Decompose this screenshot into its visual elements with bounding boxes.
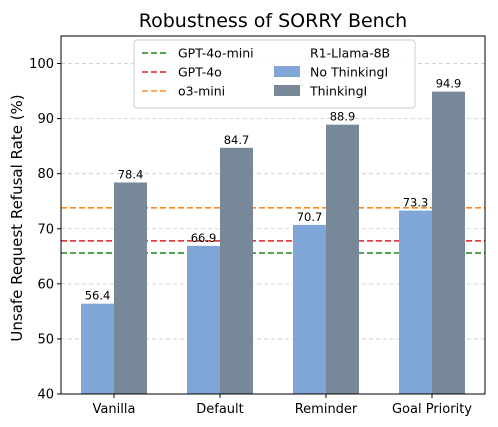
bar-value-label: 78.4 <box>118 168 144 182</box>
y-tick-label: 80 <box>37 167 54 182</box>
x-tick-label: Vanilla <box>93 402 136 417</box>
legend-bar-swatch <box>274 85 300 96</box>
bar-series: 56.4 78.4 66.9 84.7 70.7 88.9 73.3 94.9 <box>81 77 465 395</box>
y-tick-label: 70 <box>37 222 54 237</box>
bar <box>432 91 465 395</box>
bar-value-label: 88.9 <box>330 110 356 124</box>
bar-value-label: 73.3 <box>403 196 429 210</box>
y-tick-label: 90 <box>37 112 54 127</box>
axis-ticks: 40 50 60 70 80 90 100 Vanilla Default Reminder Goa… <box>29 57 472 417</box>
bar <box>187 245 220 394</box>
x-tick-label: Default <box>196 402 244 417</box>
legend-group-label: R1-Llama-8B <box>310 46 390 61</box>
y-tick-label: 60 <box>37 277 54 292</box>
bar <box>81 303 114 394</box>
legend: GPT-4o-mini GPT-4o o3-mini R1-Llama-8B No Th… <box>133 39 416 109</box>
y-tick-label: 50 <box>37 332 54 347</box>
bar <box>220 147 253 394</box>
x-tick-label: Reminder <box>295 402 358 417</box>
y-axis-label: Unsafe Request Refusal Rate (%) <box>8 94 26 341</box>
y-tick-label: 40 <box>37 388 54 403</box>
x-tick-label: Goal Priority <box>392 402 472 417</box>
bar-value-label: 70.7 <box>297 210 323 224</box>
bar <box>114 182 147 394</box>
legend-bar-swatch <box>274 66 300 77</box>
bar-value-label: 84.7 <box>224 133 250 147</box>
bar-value-label: 66.9 <box>191 231 217 245</box>
legend-entry-label: GPT-4o-mini <box>178 46 254 61</box>
chart-title: Robustness of SORRY Bench <box>139 10 407 32</box>
bar <box>293 224 326 394</box>
legend-entry-label: No ThinkingI <box>310 65 388 80</box>
bar <box>326 124 359 395</box>
bar <box>399 210 432 394</box>
legend-entry-label: ThinkingI <box>309 84 367 99</box>
y-tick-label: 100 <box>29 57 54 72</box>
bar-value-label: 94.9 <box>436 77 462 91</box>
plot-frame <box>60 35 486 395</box>
legend-entry-label: GPT-4o <box>178 65 222 80</box>
legend-entry-label: o3-mini <box>178 84 225 99</box>
bar-value-label: 56.4 <box>85 289 111 303</box>
